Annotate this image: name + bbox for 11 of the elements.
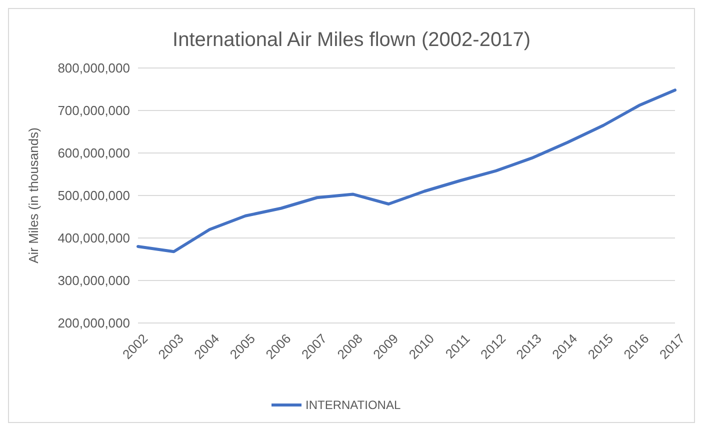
y-tick-label: 200,000,000 bbox=[58, 316, 130, 331]
legend-label: INTERNATIONAL bbox=[306, 398, 401, 412]
chart-title: International Air Miles flown (2002-2017) bbox=[172, 29, 530, 51]
y-tick-label: 800,000,000 bbox=[58, 60, 130, 76]
y-tick-label: 300,000,000 bbox=[58, 273, 130, 288]
y-tick-label: 400,000,000 bbox=[58, 230, 130, 246]
y-tick-label: 500,000,000 bbox=[58, 188, 130, 204]
y-tick-label: 600,000,000 bbox=[58, 146, 130, 161]
line-series bbox=[136, 88, 676, 254]
y-axis-title: Air Miles (in thousands) bbox=[26, 128, 41, 264]
y-tick-label: 700,000,000 bbox=[58, 103, 130, 118]
